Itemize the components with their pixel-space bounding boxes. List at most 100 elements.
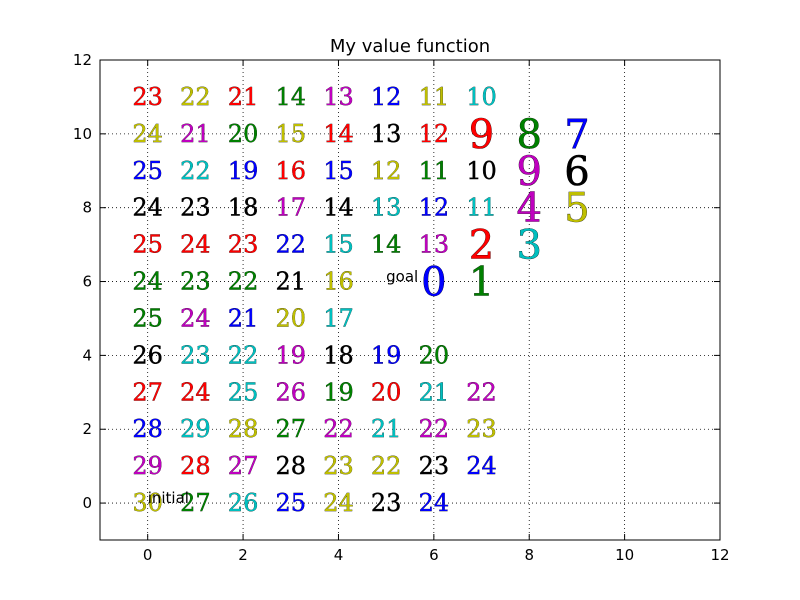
cell-value-label: 28 (228, 415, 259, 443)
cell-value-label: 21 (228, 304, 259, 332)
cell-value-label: 29 (180, 415, 211, 443)
cell-value-label: 14 (323, 120, 354, 148)
cell-value-label: 23 (180, 341, 211, 369)
cell-value-label: 18 (323, 341, 354, 369)
cell-value-label: 22 (228, 268, 259, 296)
cell-value-label: 23 (419, 452, 450, 480)
cell-value-label: 25 (132, 231, 163, 259)
x-tick-label: 0 (143, 546, 153, 564)
cell-value-label: 21 (371, 415, 402, 443)
cell-value-label: 23 (180, 268, 211, 296)
y-tick-label: 12 (73, 51, 92, 69)
cell-value-label: 17 (323, 304, 354, 332)
cell-value-label: 12 (419, 120, 450, 148)
cell-value-label: 27 (275, 415, 306, 443)
cell-value-label: 15 (323, 157, 354, 185)
cell-value-label: 23 (466, 415, 497, 443)
cell-value-label: 23 (228, 231, 259, 259)
x-tick-label: 12 (710, 546, 729, 564)
cell-value-label: 22 (180, 83, 211, 111)
cell-value-label: 3 (517, 223, 542, 269)
cell-value-label: 22 (275, 231, 306, 259)
cell-value-label: 23 (371, 489, 402, 517)
cell-value-label: 1 (469, 260, 494, 306)
cell-value-label: 21 (275, 268, 306, 296)
cell-value-label: 26 (228, 489, 259, 517)
cell-value-label: 11 (419, 157, 450, 185)
cell-value-label: 28 (180, 452, 211, 480)
cell-value-label: 13 (323, 83, 354, 111)
cell-value-label: 20 (228, 120, 259, 148)
cell-value-label: 25 (132, 157, 163, 185)
cell-value-label: 27 (180, 489, 211, 517)
cell-value-label: 26 (132, 341, 163, 369)
y-tick-label: 4 (82, 346, 92, 364)
cell-value-label: 10 (466, 83, 497, 111)
cell-value-label: 19 (323, 378, 354, 406)
cell-value-label: 11 (419, 83, 450, 111)
cell-value-label: 8 (517, 112, 542, 158)
cell-value-label: 14 (323, 194, 354, 222)
x-tick-label: 6 (429, 546, 439, 564)
cell-value-label: 25 (132, 304, 163, 332)
x-tick-label: 10 (615, 546, 634, 564)
cell-value-label: 2 (469, 223, 494, 269)
cell-value-label: 4 (517, 186, 542, 232)
cell-value-label: 21 (228, 83, 259, 111)
cell-value-label: 15 (323, 231, 354, 259)
cell-value-label: 16 (323, 268, 354, 296)
cell-value-label: 23 (180, 194, 211, 222)
cell-value-label: 0 (421, 260, 446, 306)
chart-title: My value function (330, 36, 490, 57)
y-tick-label: 8 (82, 199, 92, 217)
y-tick-label: 2 (82, 420, 92, 438)
cell-value-label: 19 (371, 341, 402, 369)
cell-value-label: 22 (419, 415, 450, 443)
cell-value-label: 18 (228, 194, 259, 222)
x-tick-label: 4 (334, 546, 344, 564)
cell-value-label: 22 (180, 157, 211, 185)
cell-value-label: 12 (371, 83, 402, 111)
cell-value-label: 24 (419, 489, 450, 517)
cell-value-label: 20 (275, 304, 306, 332)
y-tick-label: 6 (82, 273, 92, 291)
cell-value-label: 25 (275, 489, 306, 517)
cell-value-label: 24 (180, 231, 211, 259)
cell-value-label: 20 (419, 341, 450, 369)
plot-area-frame (99, 59, 721, 541)
cell-value-label: 23 (323, 452, 354, 480)
cell-value-label: 21 (180, 120, 211, 148)
cell-value-label: 14 (371, 231, 402, 259)
x-tick-label: 8 (524, 546, 534, 564)
cell-value-label: 26 (275, 378, 306, 406)
cell-value-label: 16 (275, 157, 306, 185)
cell-value-label: 20 (371, 378, 402, 406)
cell-value-label: 25 (228, 378, 259, 406)
cell-value-label: 24 (180, 378, 211, 406)
cell-value-label: 22 (323, 415, 354, 443)
cell-value-label: 24 (323, 489, 354, 517)
cell-value-label: 12 (371, 157, 402, 185)
cell-value-label: 13 (371, 120, 402, 148)
cell-value-label: 10 (466, 157, 497, 185)
cell-value-label: 19 (275, 341, 306, 369)
cell-value-label: 23 (132, 83, 163, 111)
x-tick-label: 2 (238, 546, 248, 564)
cell-value-label: 29 (132, 452, 163, 480)
cell-value-label: 5 (564, 186, 589, 232)
cell-value-label: 7 (564, 112, 589, 158)
cell-value-label: 22 (371, 452, 402, 480)
cell-value-label: 15 (275, 120, 306, 148)
cell-value-label: 13 (371, 194, 402, 222)
cell-value-label: 12 (419, 194, 450, 222)
cell-value-label: 27 (132, 378, 163, 406)
y-tick-label: 0 (82, 494, 92, 512)
cell-value-label: 24 (132, 268, 163, 296)
annotations: initial goal (148, 268, 419, 508)
cell-value-label: 28 (275, 452, 306, 480)
cell-value-label: 21 (419, 378, 450, 406)
cell-value-label: 22 (228, 341, 259, 369)
